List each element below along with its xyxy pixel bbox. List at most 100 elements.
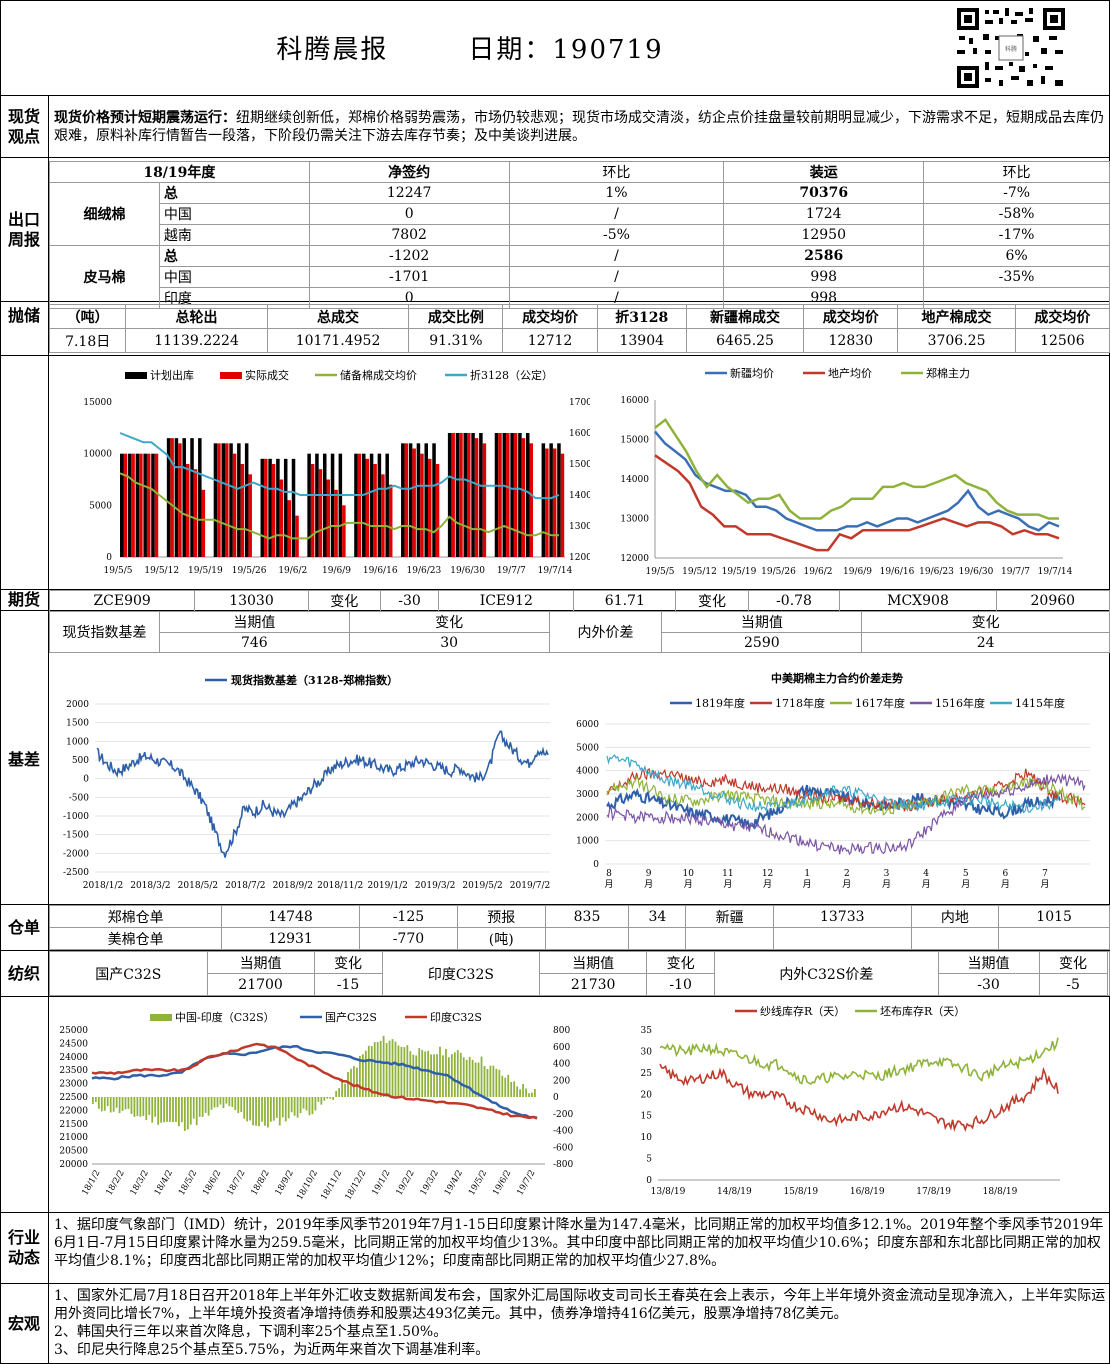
yarn-chart: 中国-印度（C32S） 国产C32S 印度C32S 20000 20500 21000 21… — [50, 1002, 590, 1208]
export-header: 环比 — [923, 161, 1110, 183]
actual-bar — [388, 484, 393, 557]
diff-bar — [222, 1097, 225, 1109]
reserve-header: （吨） — [48, 304, 127, 329]
planned-bar — [471, 433, 475, 557]
diff-bar — [418, 1048, 421, 1097]
actual-bar — [318, 469, 323, 557]
planned-bar — [291, 458, 296, 557]
diff-bar — [409, 1051, 412, 1097]
diff-bar — [255, 1097, 257, 1126]
diff-bar — [130, 1097, 133, 1114]
diff-bar — [379, 1040, 382, 1097]
diff-bar — [385, 1043, 388, 1097]
actual-bar — [365, 458, 370, 557]
x-tick-label: 18/8/19 — [983, 1187, 1018, 1197]
diff-bar — [94, 1097, 97, 1102]
x-tick-label: 18/7/2 — [225, 1169, 247, 1198]
price-chart: 新疆均价 地产均价 郑棉主力 12000 13000 14000 15000 16000 19/… — [605, 362, 1105, 584]
legend-planned-swatch — [125, 372, 147, 379]
actual-bar — [139, 453, 143, 557]
diff-bar — [305, 1097, 308, 1111]
textile-header: 当期值 — [539, 951, 648, 974]
export-cell: -1701 — [308, 266, 510, 288]
diff-bar — [311, 1097, 314, 1115]
y2-tick-label: 0 — [553, 1093, 559, 1103]
legend-3-label: 1516年度 — [935, 696, 985, 710]
divider — [0, 589, 1110, 590]
domestic-line — [91, 1045, 538, 1119]
warrant-cell: 美棉仓单 — [48, 927, 223, 950]
x-tick-label: 19/6/9 — [322, 566, 351, 576]
y-tick-label: 1000 — [66, 737, 89, 747]
textile-label: 印度C32S — [381, 951, 541, 996]
diff-bar — [320, 1097, 323, 1105]
diff-bar — [172, 1097, 174, 1123]
diff-bar — [367, 1045, 370, 1097]
diff-bar — [186, 1097, 189, 1130]
futures-cell: MCX908 — [839, 590, 997, 612]
warrant-cell: 835 — [544, 905, 630, 928]
diff-bar — [258, 1097, 260, 1127]
x-tick-label: 19/6/16 — [880, 567, 915, 577]
actual-bar — [240, 464, 245, 557]
y-tick-label: 20000 — [59, 1160, 88, 1170]
diff-bar — [201, 1097, 204, 1117]
y-tick-label: 5000 — [89, 501, 112, 511]
planned-bar — [307, 453, 311, 557]
diff-bar — [189, 1097, 192, 1125]
export-cell: 中国 — [158, 266, 310, 288]
diff-bar — [133, 1097, 136, 1117]
export-cell: 总 — [158, 245, 310, 267]
x-tick-label: 17/8/19 — [916, 1187, 951, 1197]
planned-bar — [541, 443, 546, 557]
export-cell: 7802 — [308, 224, 510, 246]
x-tick-label: 19/7/7 — [1001, 567, 1030, 577]
export-cell: 2586 — [723, 245, 925, 267]
x-tick-label: 4 — [923, 869, 929, 879]
y-tick-label: 0 — [646, 1176, 652, 1186]
y2-tick-label: 200 — [553, 1076, 570, 1086]
planned-bar — [182, 438, 186, 557]
actual-bar — [521, 438, 526, 557]
x-tick-label: 3 — [884, 869, 890, 879]
legend-reserve-avg-label: 储备棉成交均价 — [340, 368, 417, 382]
planned-bar — [276, 458, 280, 557]
warrant-cell: -125 — [358, 905, 458, 928]
diff-bar — [388, 1040, 391, 1097]
x-tick-label: 18/8/2 — [249, 1169, 271, 1198]
x-tick-label: 19/5/19 — [188, 566, 223, 576]
legend-2-label: 1617年度 — [855, 696, 905, 710]
legend-india-label: 印度C32S — [430, 1010, 482, 1024]
export-cell: / — [508, 203, 725, 225]
diff-bar — [513, 1081, 516, 1097]
reserve-header: 总成交 — [266, 304, 410, 329]
planned-bar — [479, 433, 483, 557]
y-tick-label: -2500 — [63, 868, 89, 878]
export-cell: -7% — [923, 182, 1110, 204]
diff-bar — [216, 1097, 219, 1108]
x-tick-label: 19/6/2 — [491, 1169, 513, 1198]
x-tick-label: 2018/11/2 — [317, 881, 363, 891]
reserve-cell: 12712 — [502, 328, 598, 353]
diff-bar — [356, 1067, 358, 1097]
diff-bar — [492, 1065, 495, 1097]
actual-bar — [225, 443, 229, 557]
basis-label: 现货指数基差 — [49, 611, 160, 653]
diff-bar — [275, 1097, 278, 1118]
export-cell: 中国 — [158, 203, 310, 225]
diff-bar — [338, 1088, 341, 1097]
futures-cell: -30 — [379, 590, 440, 612]
x-tick-label: 19/2/2 — [394, 1169, 416, 1198]
y2-tick-label: 13000 — [569, 522, 590, 532]
textile-label: 内外C32S价差 — [714, 951, 939, 996]
x-tick-label: 10 — [683, 869, 695, 879]
actual-bar — [373, 464, 377, 557]
diff-bar — [531, 1092, 533, 1097]
y-tick-label: 1000 — [576, 837, 599, 847]
export-cell: 0 — [308, 203, 510, 225]
chart-title: 中美期棉主力合约价差走势 — [771, 671, 903, 685]
basis-chart-svg: 现货指数基差（3128-郑棉指数） -2500 -2000 -1500 -1000 -50… — [63, 673, 550, 891]
textile-value: 21700 — [206, 973, 315, 996]
y-tick-label: 15 — [641, 1112, 653, 1122]
actual-bar — [560, 453, 565, 557]
